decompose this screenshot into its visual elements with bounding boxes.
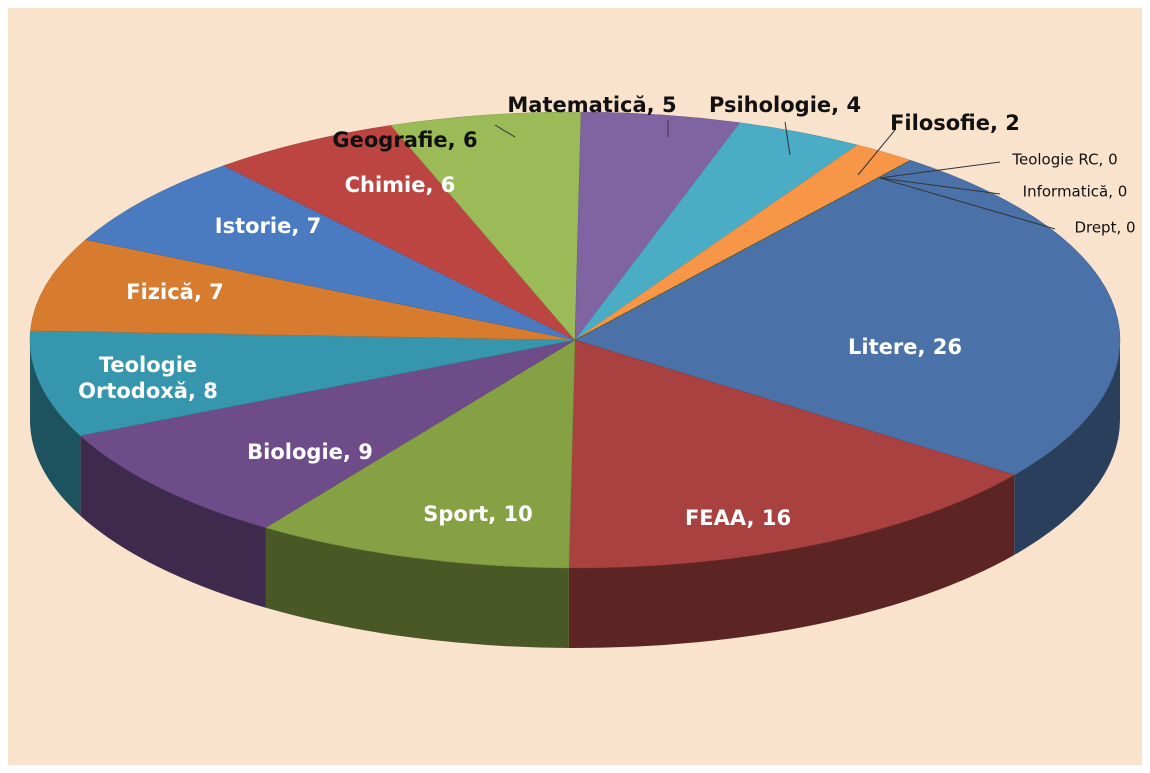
label-separator: , — [1116, 218, 1127, 237]
label-category: Matematică — [507, 92, 647, 117]
label-separator: , — [746, 505, 762, 530]
leader-line — [784, 121, 791, 156]
slice-side — [1014, 340, 1120, 555]
data-label: Matematică, 5 — [507, 92, 676, 118]
slice — [390, 111, 582, 341]
leader-line — [857, 129, 896, 176]
label-value: 10 — [503, 501, 533, 526]
label-separator: , — [1098, 150, 1109, 169]
label-category: Informatică — [1022, 182, 1109, 201]
data-label: Informatică, 0 — [1023, 183, 1128, 202]
label-category: Drept — [1074, 218, 1117, 237]
slice — [29, 330, 576, 437]
leader-line — [494, 124, 516, 138]
label-category: Teologie RC — [1012, 150, 1099, 169]
data-label: Biologie, 9 — [247, 439, 373, 465]
slice-side — [30, 340, 81, 516]
label-separator: , — [447, 127, 463, 152]
slice — [223, 125, 576, 341]
leader-line — [879, 177, 1001, 195]
label-category: Litere — [848, 334, 918, 359]
label-separator: , — [646, 92, 662, 117]
label-value: 0 — [1117, 182, 1128, 201]
data-label: Filosofie, 2 — [890, 110, 1020, 136]
label-separator: , — [187, 379, 204, 403]
label-category: Istorie — [214, 213, 292, 238]
data-label: Drept, 0 — [1074, 219, 1135, 238]
label-category: Filosofie — [890, 110, 990, 135]
data-label: Psihologie, 4 — [709, 92, 861, 118]
data-label: Teologie Ortodoxă, 8 — [73, 352, 223, 405]
slice-side — [265, 527, 569, 648]
slice — [79, 339, 576, 528]
data-label: Fizică, 7 — [126, 279, 224, 305]
label-value: 16 — [761, 505, 792, 530]
leader-line — [879, 177, 1056, 230]
data-label: Litere, 26 — [848, 334, 962, 360]
label-value: 8 — [203, 379, 218, 403]
label-value: 0 — [1108, 150, 1118, 169]
label-category: Teologie Ortodoxă — [78, 352, 198, 403]
label-separator: , — [193, 279, 210, 304]
data-label: Sport, 10 — [423, 501, 533, 527]
slice — [264, 339, 576, 569]
label-separator: , — [291, 213, 307, 238]
label-value: 9 — [358, 439, 373, 464]
data-label: Istorie, 7 — [215, 213, 322, 239]
slice-side — [80, 435, 266, 608]
leader-line — [879, 161, 1001, 179]
label-category: Chimie — [344, 172, 426, 197]
data-label: Chimie, 6 — [345, 172, 456, 198]
slice — [30, 239, 576, 341]
label-category: Sport — [423, 501, 489, 526]
label-separator: , — [1108, 182, 1118, 201]
label-value: 6 — [440, 172, 456, 197]
slice — [574, 160, 1121, 476]
label-category: Biologie — [247, 439, 343, 464]
label-separator: , — [917, 334, 933, 359]
label-value: 7 — [209, 279, 224, 304]
data-label: Geografie, 6 — [332, 127, 477, 153]
label-separator: , — [425, 172, 441, 197]
label-category: Psihologie — [708, 92, 832, 117]
slice — [574, 111, 741, 341]
label-value: 6 — [462, 127, 478, 152]
label-separator: , — [342, 439, 359, 464]
label-separator: , — [488, 501, 504, 526]
label-value: 7 — [306, 213, 322, 238]
label-value: 5 — [661, 92, 677, 117]
data-label: Teologie RC, 0 — [1012, 151, 1117, 170]
label-category: FEAA — [684, 505, 747, 530]
label-separator: , — [831, 92, 847, 117]
label-value: 4 — [846, 92, 862, 117]
label-separator: , — [989, 110, 1006, 135]
slice — [568, 339, 1015, 569]
label-category: Fizică — [126, 279, 194, 304]
label-category: Geografie — [332, 127, 448, 152]
data-label: FEAA, 16 — [685, 505, 791, 531]
slice-side — [568, 474, 1015, 648]
label-value: 0 — [1126, 218, 1136, 237]
label-value: 2 — [1005, 110, 1020, 135]
label-value: 26 — [932, 334, 962, 359]
slice — [85, 165, 576, 341]
